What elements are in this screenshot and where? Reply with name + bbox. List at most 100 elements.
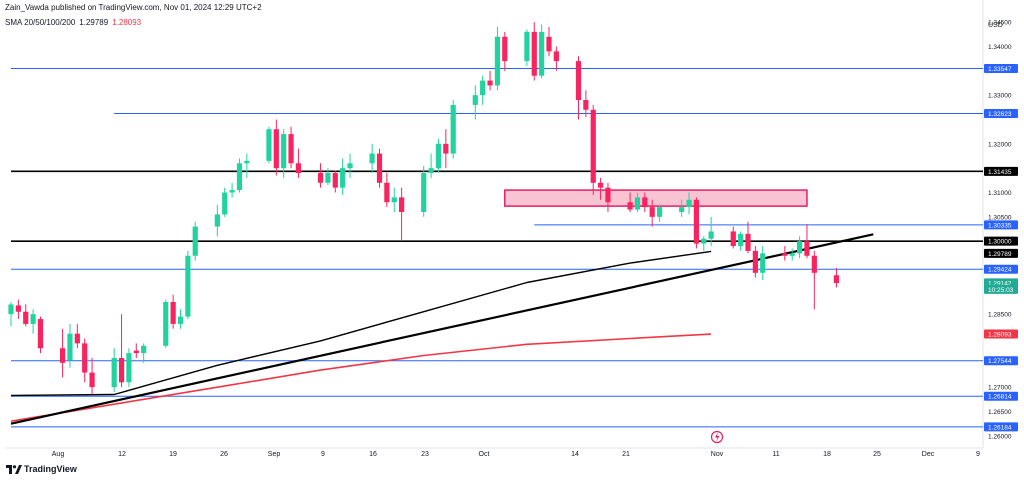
sma-red-line (10, 333, 712, 422)
candle (450, 100, 456, 159)
candle (67, 323, 73, 368)
candle (686, 192, 692, 215)
candle (37, 316, 44, 354)
candle-body (428, 168, 434, 174)
price-label: 1.33547 (988, 66, 1012, 73)
candle (752, 246, 758, 278)
indicator-value-2: 1.28093 (112, 18, 142, 27)
x-tick-label: 9 (321, 451, 325, 458)
candle (487, 70, 493, 91)
price-label-box (984, 220, 1018, 230)
candle (679, 199, 685, 217)
candle (804, 224, 810, 259)
tradingview-logo[interactable]: TradingView (6, 464, 77, 475)
candle (811, 250, 817, 310)
candle-body (15, 305, 21, 312)
candle-body (82, 343, 88, 373)
candle-body (502, 36, 508, 62)
candle-body (177, 316, 184, 324)
candle-body (472, 95, 478, 105)
candle-body (546, 36, 552, 52)
candle-body (649, 207, 655, 217)
candle (185, 250, 191, 320)
indicator-value-1: 1.29789 (79, 18, 109, 27)
candle (214, 204, 220, 237)
candle (435, 138, 442, 174)
candle-body (192, 226, 198, 256)
candle-body (133, 350, 139, 354)
indicator-name: SMA 20/50/100/200 (5, 18, 76, 27)
candle-body (494, 36, 501, 86)
candle (708, 216, 714, 247)
candle-body (583, 100, 589, 110)
indicator-legend[interactable]: SMA 20/50/100/200 1.29789 1.28093 (5, 18, 141, 27)
candle (141, 343, 147, 363)
y-tick-label: 1.32000 (988, 141, 1012, 148)
candle (273, 119, 279, 176)
candle-body (281, 134, 287, 169)
candle-body (384, 182, 390, 203)
candle-body (229, 190, 235, 193)
candle-body (325, 173, 331, 183)
tradingview-logo-icon (6, 465, 22, 475)
x-tick-label: Sep (268, 451, 281, 458)
candle (598, 177, 604, 200)
y-tick-label: 1.28500 (988, 312, 1012, 319)
candle (642, 192, 648, 212)
x-tick-label: 19 (169, 451, 177, 458)
candle (15, 299, 21, 320)
candle-body (273, 129, 279, 169)
candle (295, 148, 302, 178)
candle-body (590, 109, 596, 183)
price-label-box (984, 109, 1018, 119)
candle (649, 199, 655, 227)
candle-body (185, 255, 191, 317)
candle-body (450, 104, 456, 154)
candle-body (693, 199, 700, 244)
candle-body (487, 80, 493, 86)
candle-body (575, 61, 582, 101)
y-tick-label: 1.26000 (988, 433, 1012, 440)
candle (605, 182, 611, 212)
candle (760, 246, 766, 281)
candle-body (141, 345, 147, 354)
candle (583, 90, 589, 118)
price-label-box (984, 236, 1018, 246)
price-label: 1.29424 (988, 267, 1012, 274)
candle (693, 197, 700, 249)
candle (634, 192, 641, 212)
price-label: 1.29789 (988, 251, 1012, 258)
x-tick-label: 18 (823, 451, 831, 458)
candle-body (833, 275, 840, 284)
x-tick-label: 9 (976, 451, 980, 458)
candle (281, 129, 287, 178)
x-tick-label: 25 (873, 451, 881, 458)
candle-body (730, 231, 736, 247)
candle (701, 236, 707, 251)
candle-body (634, 197, 641, 210)
candle-body (435, 143, 442, 169)
price-label: 1.30335 (988, 222, 1012, 229)
candle (745, 221, 751, 254)
candle (539, 24, 545, 79)
candle (192, 221, 198, 261)
candle (244, 153, 250, 178)
candle (59, 328, 66, 378)
candle (391, 187, 397, 212)
candle-body (443, 143, 449, 154)
candle (369, 143, 375, 174)
y-tick-label: 1.34000 (988, 44, 1012, 51)
price-label-box (984, 391, 1018, 401)
x-tick-label: Oct (479, 451, 490, 458)
candle (332, 170, 338, 193)
price-label: 1.32623 (988, 111, 1012, 118)
candle-body (627, 202, 633, 210)
candle-body (376, 153, 383, 183)
candle-body (340, 168, 346, 188)
price-label: 1.29142 (988, 280, 1012, 287)
candle-body (804, 241, 810, 256)
candle (553, 46, 559, 71)
event-marker-icon (710, 430, 724, 444)
